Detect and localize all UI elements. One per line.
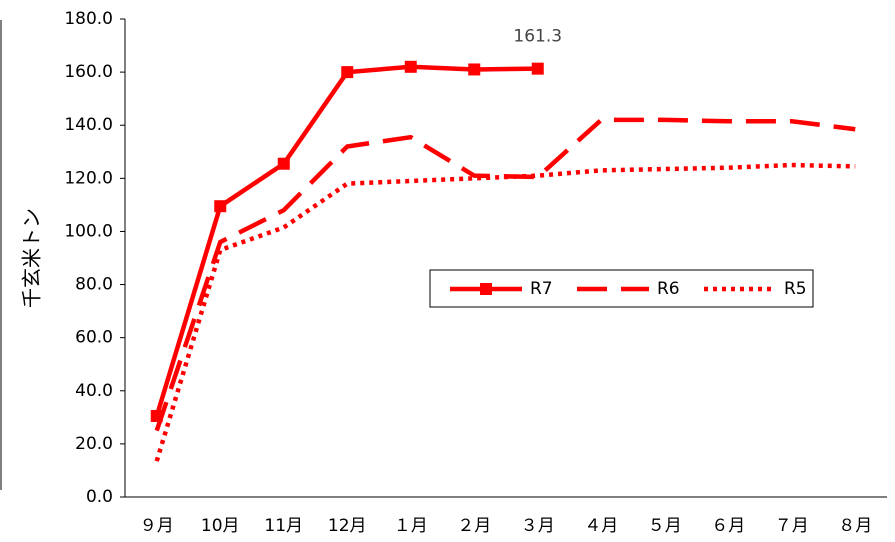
x-tick-label: ３月 <box>521 516 555 536</box>
x-tick-label: ４月 <box>584 516 618 536</box>
x-tick-label: 12月 <box>328 516 367 536</box>
y-axis-label: 千玄米トン <box>20 208 44 308</box>
y-tick-label: 40.0 <box>75 381 113 401</box>
marker <box>214 200 227 213</box>
x-tick-label: 10月 <box>201 516 240 536</box>
y-tick-label: 20.0 <box>75 434 113 454</box>
x-tick-label: ９月 <box>140 516 174 536</box>
x-tick-label: ２月 <box>457 516 491 536</box>
y-tick-label: 80.0 <box>75 275 113 295</box>
series-line <box>154 162 856 462</box>
x-tick-label: ５月 <box>648 516 682 536</box>
y-tick-label: 0.0 <box>86 487 113 507</box>
x-tick-label: ６月 <box>711 516 745 536</box>
series-line <box>154 64 538 417</box>
y-tick-label: 180.0 <box>64 9 113 29</box>
x-tick-label: 11月 <box>264 516 303 536</box>
marker <box>531 62 544 75</box>
y-tick-label: 60.0 <box>75 328 113 348</box>
y-tick-label: 140.0 <box>64 115 113 135</box>
x-tick-label: ８月 <box>838 516 872 536</box>
x-tick-label: ７月 <box>775 516 809 536</box>
marker <box>341 66 354 79</box>
legend-label: R5 <box>784 279 807 299</box>
data-label: 161.3 <box>513 27 562 47</box>
marker <box>468 63 481 76</box>
x-tick-label: １月 <box>394 516 428 536</box>
legend-label: R7 <box>530 279 553 299</box>
y-tick-label: 100.0 <box>64 221 113 241</box>
legend-marker <box>480 283 492 295</box>
marker <box>277 157 290 170</box>
y-tick-label: 160.0 <box>64 62 113 82</box>
y-tick-label: 120.0 <box>64 168 113 188</box>
legend-label: R6 <box>657 279 680 299</box>
marker <box>404 60 417 73</box>
